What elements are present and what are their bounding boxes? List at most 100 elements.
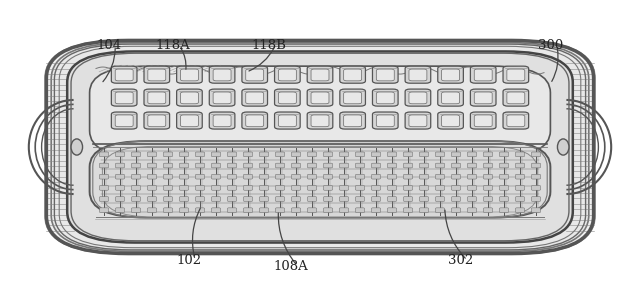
FancyBboxPatch shape [474,69,492,81]
FancyBboxPatch shape [164,186,172,190]
FancyBboxPatch shape [196,163,205,168]
FancyBboxPatch shape [292,186,301,190]
FancyBboxPatch shape [177,89,202,106]
FancyBboxPatch shape [339,197,349,201]
FancyBboxPatch shape [484,163,493,168]
FancyBboxPatch shape [435,197,445,201]
FancyBboxPatch shape [344,92,362,104]
FancyBboxPatch shape [45,40,595,254]
FancyBboxPatch shape [499,163,509,168]
FancyBboxPatch shape [144,66,170,83]
FancyBboxPatch shape [499,152,509,157]
FancyBboxPatch shape [196,208,205,213]
FancyBboxPatch shape [90,66,550,157]
FancyBboxPatch shape [516,174,525,179]
FancyBboxPatch shape [311,115,329,127]
FancyBboxPatch shape [376,92,394,104]
FancyBboxPatch shape [275,152,285,157]
FancyBboxPatch shape [99,174,108,179]
FancyBboxPatch shape [243,208,252,213]
FancyBboxPatch shape [468,152,476,157]
FancyBboxPatch shape [243,163,252,168]
FancyBboxPatch shape [339,174,349,179]
FancyBboxPatch shape [499,208,509,213]
Ellipse shape [71,139,83,155]
FancyBboxPatch shape [164,197,172,201]
FancyBboxPatch shape [356,174,365,179]
FancyBboxPatch shape [179,208,188,213]
FancyBboxPatch shape [243,152,252,157]
FancyBboxPatch shape [484,152,493,157]
FancyBboxPatch shape [307,152,317,157]
FancyBboxPatch shape [420,152,429,157]
FancyBboxPatch shape [323,197,333,201]
FancyBboxPatch shape [507,92,525,104]
FancyBboxPatch shape [531,163,540,168]
FancyBboxPatch shape [307,66,333,83]
FancyBboxPatch shape [242,66,268,83]
FancyBboxPatch shape [275,197,285,201]
FancyBboxPatch shape [516,208,525,213]
FancyBboxPatch shape [388,152,397,157]
FancyBboxPatch shape [278,92,296,104]
FancyBboxPatch shape [503,89,529,106]
FancyBboxPatch shape [420,197,429,201]
FancyBboxPatch shape [409,92,427,104]
FancyBboxPatch shape [67,51,573,243]
FancyBboxPatch shape [275,186,285,190]
FancyBboxPatch shape [499,197,509,201]
Text: 104: 104 [96,39,122,52]
FancyBboxPatch shape [404,152,412,157]
FancyBboxPatch shape [164,174,172,179]
FancyBboxPatch shape [147,186,156,190]
FancyBboxPatch shape [260,186,269,190]
FancyBboxPatch shape [470,66,496,83]
FancyBboxPatch shape [468,163,476,168]
FancyBboxPatch shape [209,66,235,83]
FancyBboxPatch shape [99,197,108,201]
FancyBboxPatch shape [484,208,493,213]
FancyBboxPatch shape [196,197,205,201]
FancyBboxPatch shape [111,112,137,129]
FancyBboxPatch shape [246,115,264,127]
FancyBboxPatch shape [311,69,329,81]
FancyBboxPatch shape [531,152,540,157]
FancyBboxPatch shape [484,197,493,201]
FancyBboxPatch shape [468,197,476,201]
FancyBboxPatch shape [405,112,431,129]
FancyBboxPatch shape [499,174,509,179]
FancyBboxPatch shape [228,197,237,201]
FancyBboxPatch shape [177,112,202,129]
FancyBboxPatch shape [388,208,397,213]
Text: 108A: 108A [274,260,308,273]
FancyBboxPatch shape [228,152,237,157]
FancyBboxPatch shape [164,163,172,168]
FancyBboxPatch shape [132,208,141,213]
FancyBboxPatch shape [404,197,412,201]
FancyBboxPatch shape [371,174,380,179]
FancyBboxPatch shape [438,112,463,129]
FancyBboxPatch shape [211,152,220,157]
FancyBboxPatch shape [260,174,269,179]
FancyBboxPatch shape [371,152,380,157]
FancyBboxPatch shape [292,152,301,157]
FancyBboxPatch shape [420,208,429,213]
FancyBboxPatch shape [340,112,365,129]
FancyBboxPatch shape [531,174,540,179]
FancyBboxPatch shape [452,208,461,213]
FancyBboxPatch shape [99,186,108,190]
FancyBboxPatch shape [468,186,476,190]
FancyBboxPatch shape [111,66,137,83]
FancyBboxPatch shape [115,92,133,104]
FancyBboxPatch shape [404,186,412,190]
FancyBboxPatch shape [356,186,365,190]
FancyBboxPatch shape [209,89,235,106]
FancyBboxPatch shape [484,174,493,179]
FancyBboxPatch shape [307,163,317,168]
FancyBboxPatch shape [405,89,431,106]
FancyBboxPatch shape [507,69,525,81]
FancyBboxPatch shape [179,197,188,201]
FancyBboxPatch shape [404,174,412,179]
FancyBboxPatch shape [452,152,461,157]
FancyBboxPatch shape [323,186,333,190]
